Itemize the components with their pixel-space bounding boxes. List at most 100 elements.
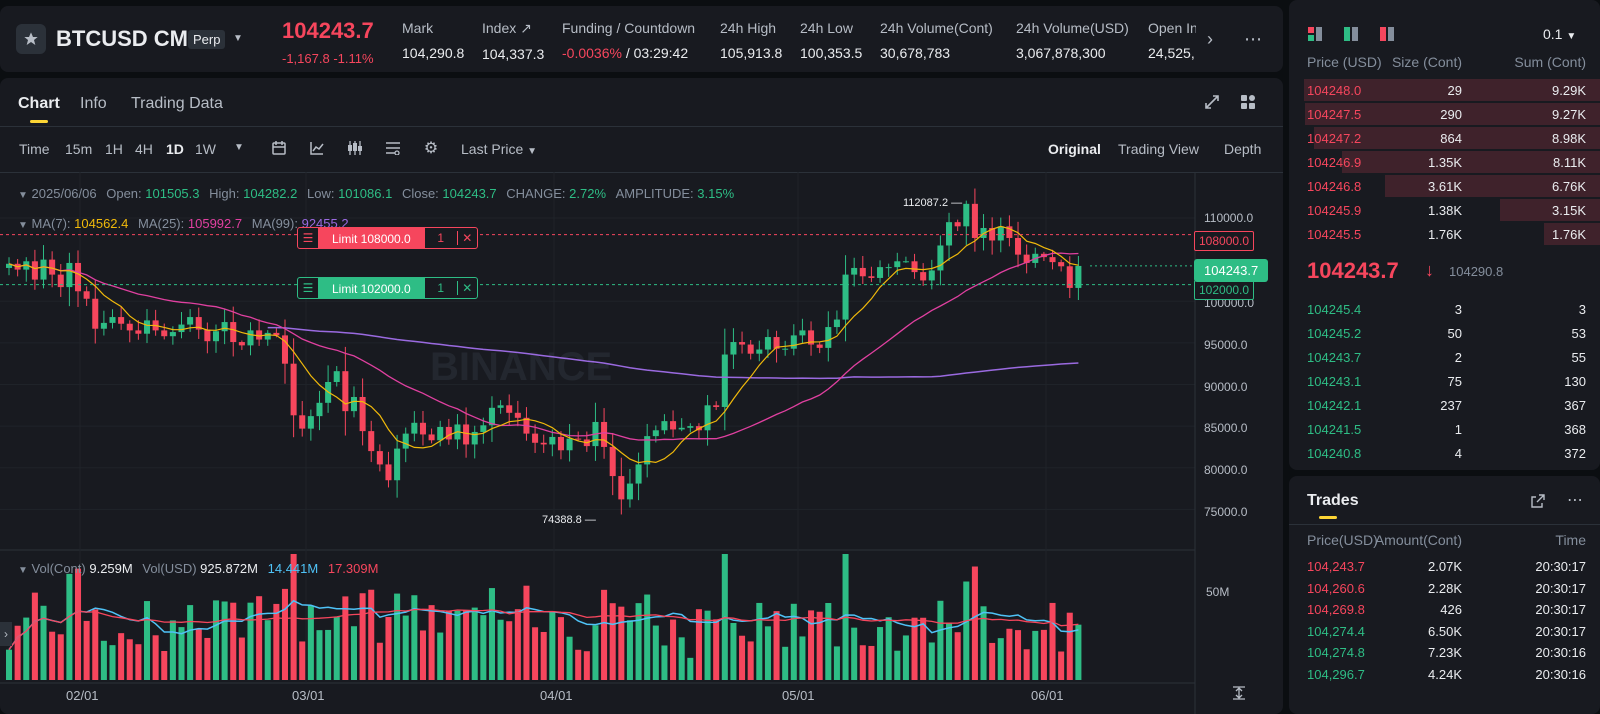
volume-bar bbox=[920, 617, 927, 680]
volume-bar bbox=[402, 615, 409, 680]
trade-row: 104,274.4 6.50K 20:30:17 bbox=[1289, 621, 1600, 643]
candle bbox=[851, 267, 858, 275]
candle bbox=[799, 330, 806, 336]
candle bbox=[359, 396, 366, 432]
more-icon[interactable]: ⋯ bbox=[1244, 28, 1262, 49]
symbol-name[interactable]: BTCUSD CM bbox=[56, 26, 188, 51]
order-label: Limit 102000.0 bbox=[318, 278, 425, 298]
trades-title[interactable]: Trades bbox=[1307, 492, 1359, 509]
stat-index[interactable]: Index ↗ 104,337.3 bbox=[482, 20, 545, 62]
ask-row[interactable]: 104247.2 864 8.98K bbox=[1289, 126, 1600, 150]
limit-order-sell[interactable]: ☰ Limit 108000.0 1 ✕ bbox=[297, 227, 478, 249]
volume-bar bbox=[816, 611, 823, 680]
interval-time[interactable]: Time bbox=[19, 141, 50, 157]
cancel-order-icon[interactable]: ✕ bbox=[456, 231, 477, 245]
y-tick: 85000.0 bbox=[1204, 421, 1248, 435]
interval-1d[interactable]: 1D bbox=[166, 141, 184, 157]
volume-bar bbox=[488, 588, 495, 680]
volume-bar bbox=[730, 622, 737, 680]
bid-row[interactable]: 104241.5 1 368 bbox=[1289, 417, 1600, 441]
candle bbox=[764, 337, 771, 350]
drag-handle-icon[interactable]: ☰ bbox=[302, 281, 314, 295]
chevron-right-icon[interactable]: › bbox=[1200, 26, 1220, 52]
bid-row[interactable]: 104243.1 75 130 bbox=[1289, 369, 1600, 393]
volume-bar bbox=[49, 631, 56, 680]
mid-price: 104243.7 bbox=[1307, 258, 1399, 283]
candle-type-icon[interactable] bbox=[346, 139, 364, 157]
limit-order-buy[interactable]: ☰ Limit 102000.0 1 ✕ bbox=[297, 277, 478, 299]
popout-icon[interactable] bbox=[1529, 492, 1547, 510]
view-original[interactable]: Original bbox=[1048, 141, 1101, 157]
trade-amount: 7.23K bbox=[1428, 645, 1462, 660]
book-asks-icon[interactable] bbox=[1379, 26, 1395, 42]
cancel-order-icon[interactable]: ✕ bbox=[456, 281, 477, 295]
candle bbox=[739, 342, 746, 345]
drawing-tools-icon[interactable] bbox=[384, 139, 402, 157]
tab-trading-data[interactable]: Trading Data bbox=[131, 95, 223, 112]
indicator-icon[interactable] bbox=[308, 139, 326, 157]
candle bbox=[626, 483, 633, 500]
candle bbox=[204, 329, 211, 342]
tab-chart[interactable]: Chart bbox=[18, 95, 60, 112]
ask-row[interactable]: 104246.8 3.61K 6.76K bbox=[1289, 174, 1600, 198]
order-book: 0.1 ▼ Price (USD) Size (Cont) Sum (Cont)… bbox=[1289, 0, 1600, 470]
ask-row[interactable]: 104245.9 1.38K 3.15K bbox=[1289, 198, 1600, 222]
ask-row[interactable]: 104247.5 290 9.27K bbox=[1289, 102, 1600, 126]
view-depth[interactable]: Depth bbox=[1224, 141, 1262, 157]
bid-row[interactable]: 104242.1 237 367 bbox=[1289, 393, 1600, 417]
last-price-selector[interactable]: Last Price ▼ bbox=[461, 141, 538, 157]
volume-bar bbox=[23, 617, 30, 680]
ask-row[interactable]: 104248.0 29 9.29K bbox=[1289, 78, 1600, 102]
auto-scale-icon[interactable] bbox=[1230, 684, 1248, 702]
volume-bar bbox=[161, 650, 168, 680]
candle bbox=[463, 424, 470, 445]
scroll-left-icon[interactable]: › bbox=[0, 622, 12, 646]
ohlc-legend: ▼ 2025/06/06 Open: 101505.3 High: 104282… bbox=[18, 186, 735, 201]
interval-1h[interactable]: 1H bbox=[105, 141, 123, 157]
candle bbox=[937, 245, 944, 271]
bid-row[interactable]: 104240.8 4 372 bbox=[1289, 441, 1600, 465]
volume-bar bbox=[885, 617, 892, 680]
book-both-icon[interactable] bbox=[1307, 26, 1323, 42]
chevron-down-icon[interactable]: ▼ bbox=[233, 32, 243, 44]
interval-15m[interactable]: 15m bbox=[65, 141, 93, 157]
candle bbox=[1075, 265, 1082, 288]
candle bbox=[790, 335, 797, 349]
interval-4h[interactable]: 4H bbox=[135, 141, 153, 157]
candle bbox=[471, 431, 478, 445]
volume-bar bbox=[954, 632, 961, 680]
candle bbox=[868, 276, 875, 278]
volume-bar bbox=[1032, 630, 1039, 680]
bid-row[interactable]: 104243.7 2 55 bbox=[1289, 345, 1600, 369]
candle bbox=[1023, 254, 1030, 263]
calendar-icon[interactable] bbox=[270, 139, 288, 157]
view-trading-view[interactable]: Trading View bbox=[1118, 141, 1199, 157]
bid-row[interactable]: 104245.2 50 53 bbox=[1289, 321, 1600, 345]
interval-dropdown-icon[interactable]: ▼ bbox=[234, 142, 244, 153]
settings-gear-icon[interactable]: ⚙ bbox=[423, 140, 439, 157]
volume-bar bbox=[187, 605, 194, 680]
volume-bar bbox=[342, 596, 349, 680]
volume-bar bbox=[359, 593, 366, 680]
ask-sum: 9.27K bbox=[1552, 107, 1586, 122]
candlestick-chart[interactable]: BINANCE bbox=[0, 0, 1283, 714]
candle bbox=[1006, 226, 1013, 238]
volume-bar bbox=[109, 645, 116, 680]
volume-bar bbox=[385, 617, 392, 680]
depth-bar bbox=[1304, 79, 1600, 101]
interval-1w[interactable]: 1W bbox=[195, 141, 216, 157]
book-bids-icon[interactable] bbox=[1343, 26, 1359, 42]
layout-icon[interactable] bbox=[1238, 92, 1258, 112]
fullscreen-icon[interactable] bbox=[1202, 92, 1222, 112]
bid-row[interactable]: 104245.4 3 3 bbox=[1289, 297, 1600, 321]
ask-row[interactable]: 104245.5 1.76K 1.76K bbox=[1289, 222, 1600, 246]
tick-size-select[interactable]: 0.1 ▼ bbox=[1543, 26, 1577, 42]
more-icon[interactable]: ⋯ bbox=[1567, 492, 1583, 509]
ask-row[interactable]: 104246.9 1.35K 8.11K bbox=[1289, 150, 1600, 174]
tab-info[interactable]: Info bbox=[80, 95, 107, 112]
drag-handle-icon[interactable]: ☰ bbox=[302, 231, 314, 245]
volume-bar bbox=[678, 637, 685, 680]
candle bbox=[609, 446, 616, 477]
star-icon[interactable] bbox=[16, 24, 46, 54]
volume-bar bbox=[299, 641, 306, 680]
